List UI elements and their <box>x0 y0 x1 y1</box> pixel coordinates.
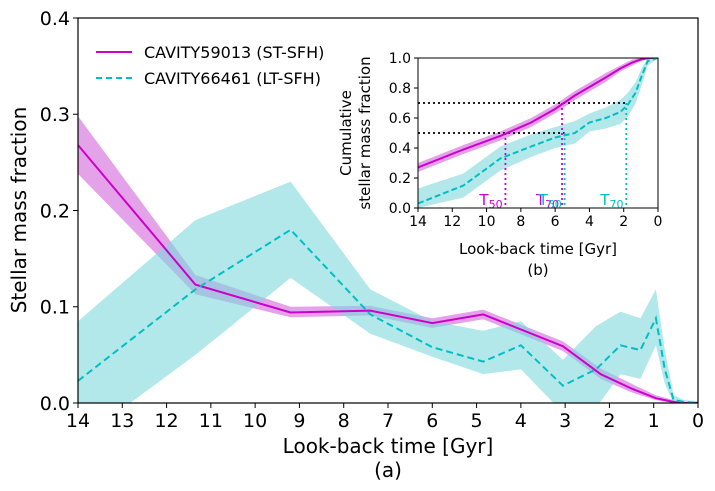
main-y-tick-label: 0.0 <box>40 393 70 415</box>
inset-marker-label-cavity59013-t50: T50 <box>478 191 502 211</box>
main-y-tick-label: 0.2 <box>40 200 70 222</box>
inset-x-tick-label: 6 <box>551 214 560 230</box>
main-y-tick-label: 0.1 <box>40 297 70 319</box>
inset-x-tick-label: 10 <box>478 214 496 230</box>
inset-x-tick-label: 12 <box>443 214 461 230</box>
inset-y-tick-label: 0.6 <box>389 111 411 127</box>
inset-y-tick-label: 0.4 <box>389 141 411 157</box>
inset-marker-label-cavity59013-t70: T70 <box>535 191 559 211</box>
inset-marker-label-cavity66461-t70: T70 <box>599 191 623 211</box>
main-band-cavity66461 <box>78 181 698 403</box>
legend: CAVITY59013 (ST-SFH) CAVITY66461 (LT-SFH… <box>96 43 324 88</box>
main-x-tick-label: 13 <box>110 410 134 432</box>
main-x-tick-label: 12 <box>154 410 178 432</box>
inset-y-tick-label: 0.2 <box>389 171 411 187</box>
inset-y-ticks: 0.0 0.2 0.4 0.6 0.8 1.0 <box>389 51 418 217</box>
inset-axes-frame <box>417 57 659 209</box>
main-x-tick-label: 1 <box>648 410 660 432</box>
inset-y-tick-label: 0.0 <box>389 201 411 217</box>
main-x-axis-label: Look-back time [Gyr] <box>283 434 494 458</box>
legend-label-cavity66461: CAVITY66461 (LT-SFH) <box>144 69 321 88</box>
main-x-tick-label: 10 <box>243 410 267 432</box>
main-y-tick-label: 0.4 <box>40 8 70 30</box>
inset-x-tick-label: 8 <box>516 214 525 230</box>
main-plot-area <box>78 116 698 403</box>
main-x-tick-label: 5 <box>471 410 483 432</box>
inset-marker-label-cavity66461-t50: T50 <box>538 191 562 211</box>
main-x-tick-label: 14 <box>66 410 90 432</box>
main-x-tick-label: 11 <box>199 410 223 432</box>
main-panel-label: (a) <box>374 458 402 482</box>
inset-line-cavity66461 <box>418 58 658 205</box>
inset-y-axis-label-line2: stellar mass fraction <box>356 56 374 209</box>
main-x-tick-label: 7 <box>382 410 394 432</box>
main-x-tick-label: 2 <box>603 410 615 432</box>
main-x-tick-label: 0 <box>692 410 704 432</box>
inset-x-tick-label: 14 <box>409 214 427 230</box>
main-x-tick-label: 6 <box>426 410 438 432</box>
inset-x-axis-label: Look-back time [Gyr] <box>459 240 617 258</box>
inset-x-tick-label: 2 <box>619 214 628 230</box>
main-y-tick-label: 0.3 <box>40 104 70 126</box>
inset-y-tick-label: 0.8 <box>389 81 411 97</box>
main-y-ticks: 0.0 0.1 0.2 0.3 0.4 <box>40 8 78 415</box>
inset-panel-label: (b) <box>527 261 548 279</box>
main-x-tick-label: 8 <box>338 410 350 432</box>
main-x-ticks: 14 13 12 11 10 9 8 7 6 5 4 3 2 1 0 <box>66 403 704 432</box>
main-x-tick-label: 3 <box>559 410 571 432</box>
main-line-cavity66461 <box>78 228 698 403</box>
main-chart: 14 13 12 11 10 9 8 7 6 5 4 3 2 1 0 0.00.10.20.30.4 Loo… <box>7 8 704 482</box>
inset-y-axis-label-line1: Cumulative <box>337 90 355 176</box>
main-x-tick-label: 4 <box>515 410 527 432</box>
inset-y-tick-label: 1.0 <box>389 51 411 67</box>
inset-line-cavity59013 <box>418 58 658 169</box>
inset-plot-area <box>418 58 658 208</box>
inset-x-ticks: 14 12 10 8 6 4 2 0 <box>409 208 662 230</box>
main-x-tick-label: 9 <box>293 410 305 432</box>
main-line-cavity59013 <box>78 144 698 403</box>
inset-x-tick-label: 4 <box>585 214 594 230</box>
legend-label-cavity59013: CAVITY59013 (ST-SFH) <box>144 43 324 62</box>
main-y-axis-label: Stellar mass fraction <box>7 107 31 314</box>
inset-x-tick-label: 0 <box>654 214 663 230</box>
